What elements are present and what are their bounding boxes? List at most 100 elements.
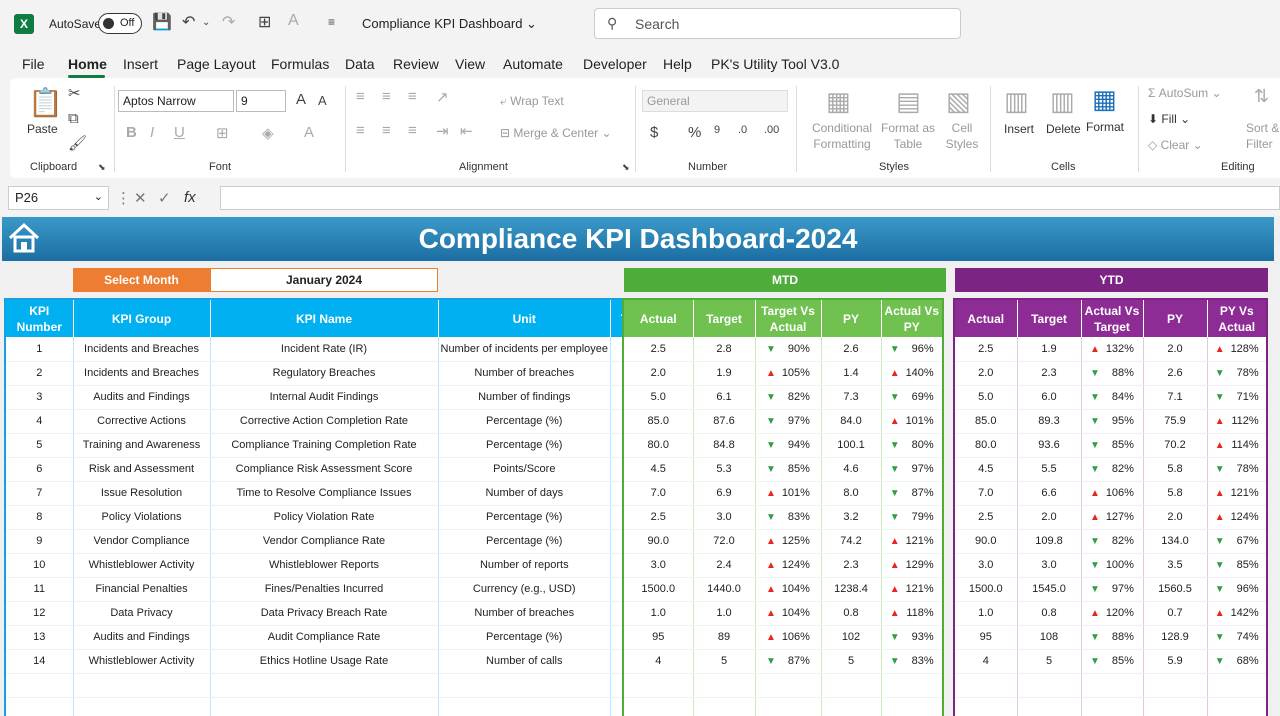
- ytd-target-cell[interactable]: 1545.0: [1017, 577, 1082, 602]
- mtd-target-vs-actual-cell[interactable]: ▲ 106%: [755, 625, 822, 650]
- empty-cell[interactable]: [1143, 673, 1208, 698]
- name-box[interactable]: P26 ⌄: [8, 186, 109, 210]
- mtd-target-vs-actual-cell[interactable]: ▲ 124%: [755, 553, 822, 578]
- unit-cell[interactable]: Percentage (%): [438, 625, 612, 650]
- mtd-actual-cell[interactable]: 1500.0: [623, 577, 694, 602]
- mtd-actual-vs-py-cell[interactable]: ▲ 140%: [881, 361, 944, 386]
- ytd-target-cell[interactable]: 0.8: [1017, 601, 1082, 626]
- ytd-actual-cell[interactable]: 1500.0: [954, 577, 1018, 602]
- kpi-number-cell[interactable]: 7: [5, 481, 74, 506]
- mtd-actual-cell[interactable]: 85.0: [623, 409, 694, 434]
- ytd-py-cell[interactable]: 1560.5: [1143, 577, 1208, 602]
- ytd-target-cell[interactable]: 3.0: [1017, 553, 1082, 578]
- kpi-number-cell[interactable]: 12: [5, 601, 74, 626]
- menu-file[interactable]: File: [22, 56, 45, 72]
- delete-cells-button[interactable]: Delete: [1046, 122, 1081, 136]
- mtd-py-cell[interactable]: 74.2: [821, 529, 882, 554]
- menu-view[interactable]: View: [455, 56, 486, 72]
- select-month-dropdown[interactable]: January 2024: [210, 268, 438, 292]
- ytd-target-cell[interactable]: 6.0: [1017, 385, 1082, 410]
- ytd-py-vs-actual-cell[interactable]: ▼ 67%: [1207, 529, 1268, 554]
- mtd-actual-vs-py-cell[interactable]: ▼ 87%: [881, 481, 944, 506]
- empty-cell[interactable]: [881, 697, 944, 716]
- kpi-number-cell[interactable]: 1: [5, 337, 74, 362]
- paste-button[interactable]: Paste: [27, 122, 58, 136]
- mtd-actual-cell[interactable]: 4: [623, 649, 694, 674]
- ytd-actual-cell[interactable]: 3.0: [954, 553, 1018, 578]
- border-icon[interactable]: ⊞: [216, 125, 229, 142]
- increase-decimal-icon[interactable]: .0: [738, 124, 748, 136]
- ytd-py-vs-actual-cell[interactable]: ▼ 78%: [1207, 457, 1268, 482]
- cancel-icon[interactable]: ✕: [134, 190, 147, 207]
- kpi-group-cell[interactable]: Corrective Actions: [73, 409, 211, 434]
- conditional-formatting-button[interactable]: Conditional Formatting: [811, 121, 873, 151]
- kpi-number-cell[interactable]: 4: [5, 409, 74, 434]
- decrease-decimal-icon[interactable]: .00: [764, 124, 780, 136]
- mtd-target-vs-actual-cell[interactable]: ▲ 125%: [755, 529, 822, 554]
- menu-home[interactable]: Home: [68, 56, 107, 72]
- mtd-target-cell[interactable]: 5: [693, 649, 756, 674]
- empty-cell[interactable]: [1017, 673, 1082, 698]
- empty-cell[interactable]: [438, 673, 612, 698]
- mtd-actual-cell[interactable]: 3.0: [623, 553, 694, 578]
- empty-cell[interactable]: [693, 673, 756, 698]
- outdent-icon[interactable]: ⇤: [460, 123, 473, 140]
- kpi-number-cell[interactable]: 5: [5, 433, 74, 458]
- save-icon[interactable]: 💾: [152, 14, 172, 31]
- indent-icon[interactable]: ⇥: [436, 123, 449, 140]
- insert-cells-button[interactable]: Insert: [1004, 122, 1035, 136]
- copy-icon[interactable]: ⧉: [68, 110, 79, 127]
- orientation-icon[interactable]: ↗: [436, 89, 449, 106]
- menu-formulas[interactable]: Formulas: [271, 56, 330, 72]
- kpi-group-cell[interactable]: Whistleblower Activity: [73, 553, 211, 578]
- ytd-actual-vs-target-cell[interactable]: ▲ 127%: [1081, 505, 1144, 530]
- unit-cell[interactable]: Number of findings: [438, 385, 612, 410]
- underline-icon[interactable]: U: [174, 124, 185, 141]
- kpi-name-cell[interactable]: Corrective Action Completion Rate: [210, 409, 439, 434]
- kpi-name-cell[interactable]: Internal Audit Findings: [210, 385, 439, 410]
- unit-cell[interactable]: Percentage (%): [438, 529, 612, 554]
- insert-function-button[interactable]: fx: [184, 189, 196, 206]
- kpi-number-cell[interactable]: 14: [5, 649, 74, 674]
- mtd-py-cell[interactable]: 1.4: [821, 361, 882, 386]
- mtd-target-cell[interactable]: 5.3: [693, 457, 756, 482]
- mtd-actual-vs-py-cell[interactable]: ▲ 129%: [881, 553, 944, 578]
- mtd-py-cell[interactable]: 84.0: [821, 409, 882, 434]
- align-bottom-icon[interactable]: ≡: [408, 88, 417, 105]
- ytd-target-cell[interactable]: 2.3: [1017, 361, 1082, 386]
- ytd-actual-cell[interactable]: 95: [954, 625, 1018, 650]
- empty-cell[interactable]: [73, 697, 211, 716]
- mtd-target-vs-actual-cell[interactable]: ▼ 83%: [755, 505, 822, 530]
- mtd-actual-vs-py-cell[interactable]: ▼ 79%: [881, 505, 944, 530]
- mtd-actual-vs-py-cell[interactable]: ▲ 121%: [881, 529, 944, 554]
- kpi-number-cell[interactable]: 8: [5, 505, 74, 530]
- document-title[interactable]: Compliance KPI Dashboard ⌄: [362, 16, 537, 31]
- comma-style-icon[interactable]: 9: [714, 124, 721, 136]
- ytd-py-vs-actual-cell[interactable]: ▲ 121%: [1207, 481, 1268, 506]
- search-box[interactable]: ⚲ Search: [594, 8, 961, 39]
- ytd-py-cell[interactable]: 2.6: [1143, 361, 1208, 386]
- ytd-actual-vs-target-cell[interactable]: ▼ 95%: [1081, 409, 1144, 434]
- empty-cell[interactable]: [210, 697, 439, 716]
- mtd-py-cell[interactable]: 100.1: [821, 433, 882, 458]
- ytd-py-vs-actual-cell[interactable]: ▼ 96%: [1207, 577, 1268, 602]
- more-options-icon[interactable]: ⋮: [116, 190, 131, 207]
- kpi-group-cell[interactable]: Policy Violations: [73, 505, 211, 530]
- format-as-table-icon[interactable]: ▤: [896, 86, 921, 116]
- borders-icon[interactable]: ⊞: [258, 14, 272, 31]
- kpi-name-cell[interactable]: Time to Resolve Compliance Issues: [210, 481, 439, 506]
- empty-cell[interactable]: [623, 673, 694, 698]
- empty-cell[interactable]: [210, 673, 439, 698]
- unit-cell[interactable]: Percentage (%): [438, 505, 612, 530]
- mtd-target-vs-actual-cell[interactable]: ▲ 104%: [755, 601, 822, 626]
- mtd-actual-cell[interactable]: 1.0: [623, 601, 694, 626]
- undo-dropdown-icon[interactable]: ⌄: [202, 17, 211, 28]
- kpi-number-cell[interactable]: 13: [5, 625, 74, 650]
- mtd-target-vs-actual-cell[interactable]: ▲ 101%: [755, 481, 822, 506]
- mtd-actual-vs-py-cell[interactable]: ▼ 83%: [881, 649, 944, 674]
- empty-cell[interactable]: [821, 697, 882, 716]
- kpi-name-cell[interactable]: Whistleblower Reports: [210, 553, 439, 578]
- kpi-name-cell[interactable]: Ethics Hotline Usage Rate: [210, 649, 439, 674]
- ytd-target-cell[interactable]: 2.0: [1017, 505, 1082, 530]
- empty-cell[interactable]: [821, 673, 882, 698]
